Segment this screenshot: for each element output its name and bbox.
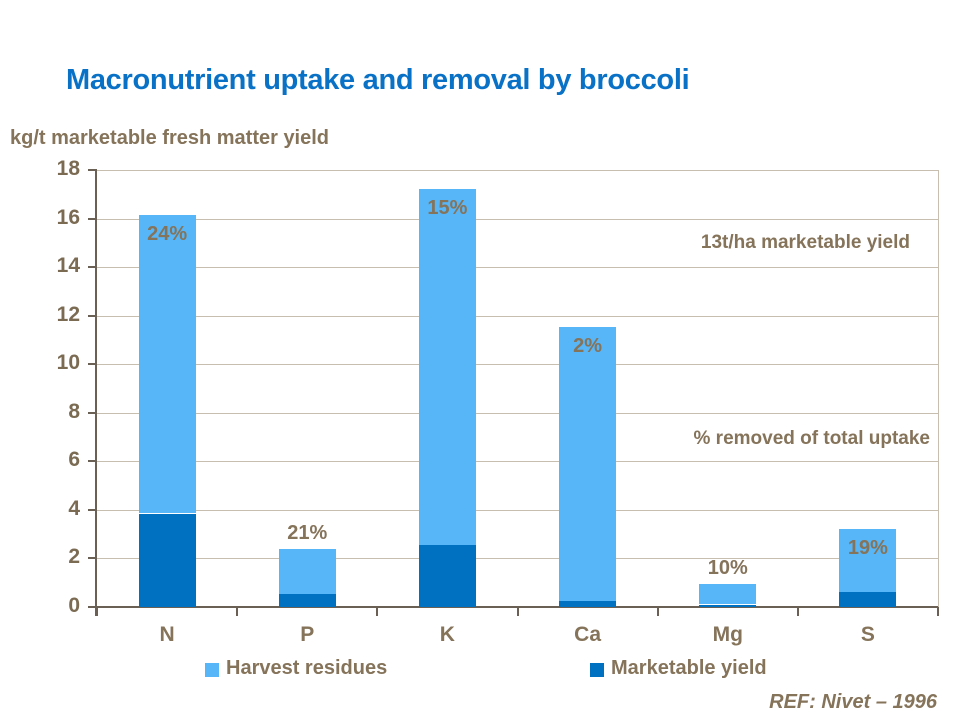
- legend-swatch-harvest-residues: [205, 663, 219, 677]
- y-tick-label-8: 8: [68, 399, 80, 423]
- reference-text: REF: Nivet – 1996: [769, 691, 937, 713]
- x-tick-3: [516, 607, 519, 616]
- bar-segment-harvest-residues-Mg: [699, 583, 757, 605]
- y-tick-label-14: 14: [56, 254, 80, 278]
- gridline-y-12: [97, 315, 938, 317]
- gridline-y-8: [97, 412, 938, 414]
- bar-segment-harvest-residues-P: [278, 548, 336, 594]
- y-tick-4: [88, 508, 97, 511]
- legend-swatch-marketable-yield: [590, 663, 604, 677]
- bar-segment-marketable-yield-Ca: [559, 600, 617, 607]
- x-tick-5: [796, 607, 799, 616]
- y-tick-label-10: 10: [56, 351, 80, 375]
- legend-label-harvest-residues: Harvest residues: [226, 657, 388, 679]
- category-label-Mg: Mg: [712, 623, 743, 646]
- category-label-K: K: [439, 623, 455, 646]
- annotation-removed-of-uptake: % removed of total uptake: [693, 428, 931, 449]
- category-label-Ca: Ca: [574, 623, 602, 646]
- category-label-N: N: [159, 623, 175, 646]
- y-tick-2: [88, 557, 97, 560]
- y-tick-label-16: 16: [56, 205, 80, 229]
- y-tick-16: [88, 217, 97, 220]
- category-label-P: P: [300, 623, 315, 646]
- percent-label-P: 21%: [287, 521, 328, 544]
- gridline-y-18: [97, 170, 938, 171]
- y-tick-0: [88, 606, 97, 608]
- x-tick-2: [376, 607, 379, 616]
- y-tick-18: [88, 169, 97, 171]
- y-tick-label-4: 4: [68, 496, 80, 520]
- gridline-y-10: [97, 364, 938, 366]
- gridline-y-4: [97, 509, 938, 511]
- x-tick-1: [236, 607, 239, 616]
- x-tick-0: [96, 607, 98, 616]
- bar-segment-harvest-residues-K: [418, 189, 476, 546]
- y-tick-8: [88, 411, 97, 414]
- percent-label-Ca: 2%: [573, 334, 603, 357]
- bar-segment-marketable-yield-N: [138, 513, 196, 607]
- percent-label-N: 24%: [147, 222, 188, 245]
- legend-label-marketable-yield: Marketable yield: [611, 657, 767, 679]
- percent-label-S: 19%: [847, 537, 888, 560]
- bar-segment-harvest-residues-S: [839, 529, 897, 593]
- bar-segment-marketable-yield-P: [278, 593, 336, 607]
- bar-segment-marketable-yield-K: [418, 545, 476, 607]
- percent-label-Mg: 10%: [707, 556, 748, 579]
- bar-segment-harvest-residues-N: [138, 214, 196, 514]
- annotation-marketable-yield: 13t/ha marketable yield: [700, 232, 910, 253]
- bar-segment-marketable-yield-S: [839, 592, 897, 607]
- gridline-y-16: [97, 218, 938, 220]
- bar-segment-marketable-yield-Mg: [699, 604, 757, 607]
- y-tick-label-0: 0: [68, 594, 80, 617]
- y-axis-line: [95, 169, 97, 616]
- percent-label-K: 15%: [427, 197, 468, 220]
- y-tick-label-2: 2: [68, 545, 80, 569]
- bar-segment-harvest-residues-Ca: [559, 326, 617, 601]
- x-axis-line: [95, 606, 938, 608]
- gridline-y-2: [97, 558, 938, 560]
- y-tick-10: [88, 363, 97, 366]
- x-tick-4: [656, 607, 659, 616]
- y-tick-label-18: 18: [56, 157, 80, 180]
- gridline-y-14: [97, 267, 938, 269]
- plot-right-border: [938, 170, 939, 607]
- category-label-S: S: [860, 623, 875, 646]
- y-axis-title: kg/t marketable fresh matter yield: [10, 127, 330, 149]
- y-tick-12: [88, 314, 97, 317]
- y-tick-14: [88, 266, 97, 269]
- y-tick-6: [88, 460, 97, 463]
- x-tick-6: [937, 607, 939, 616]
- y-tick-label-12: 12: [56, 302, 80, 326]
- gridline-y-6: [97, 461, 938, 463]
- page-title: Macronutrient uptake and removal by broc…: [66, 64, 690, 96]
- y-tick-label-6: 6: [68, 448, 80, 472]
